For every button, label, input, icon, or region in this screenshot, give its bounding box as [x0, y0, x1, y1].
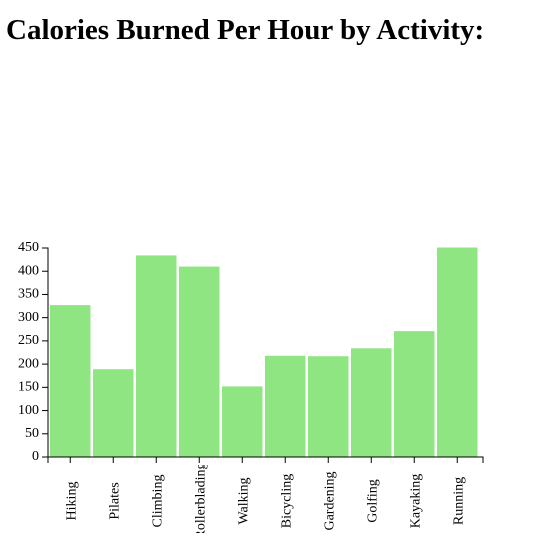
y-tick-label: 100: [18, 403, 39, 418]
x-tick-label: Running: [451, 477, 466, 525]
x-tick: Climbing: [150, 457, 165, 527]
y-tick-label: 200: [18, 356, 39, 371]
y-tick-label: 150: [18, 380, 39, 395]
chart-title: Calories Burned Per Hour by Activity:: [6, 14, 485, 46]
y-tick: 50: [25, 426, 48, 441]
y-tick: 100: [18, 403, 48, 418]
y-tick-label: 350: [18, 287, 39, 302]
x-tick: Bicycling: [279, 457, 294, 528]
x-tick-label: Gardening: [322, 471, 337, 530]
y-axis: 0 50 100 150 200 250 300 350 400 450: [18, 240, 49, 464]
y-tick: 400: [18, 263, 48, 278]
bar-bicycling: [265, 355, 306, 457]
y-tick: 200: [18, 356, 48, 371]
y-tick: 450: [18, 240, 48, 255]
y-tick-label: 450: [18, 240, 39, 255]
bar-walking: [222, 386, 263, 457]
y-tick-label: 0: [32, 449, 39, 464]
x-tick-label: Climbing: [150, 475, 165, 528]
x-tick-label: Golfing: [365, 479, 380, 523]
x-tick-label: Hiking: [64, 482, 79, 521]
x-tick: Pilates: [107, 457, 122, 520]
x-tick: Walking: [236, 457, 251, 525]
y-tick-label: 400: [18, 263, 39, 278]
x-tick: Rollerblading: [193, 457, 208, 540]
x-tick-label: Rollerblading: [193, 463, 208, 540]
y-tick: 150: [18, 380, 48, 395]
y-tick-label: 250: [18, 333, 39, 348]
x-tick-label: Walking: [236, 477, 251, 524]
bar-pilates: [93, 369, 134, 457]
y-tick-label: 50: [25, 426, 39, 441]
y-tick: 350: [18, 287, 48, 302]
x-tick: Hiking: [64, 457, 79, 520]
y-axis-line: [42, 247, 49, 458]
x-tick: Golfing: [365, 457, 380, 523]
y-tick: 250: [18, 333, 48, 348]
x-axis-line: [47, 456, 484, 463]
x-tick: Running: [451, 457, 466, 525]
x-tick-label: Pilates: [107, 482, 122, 519]
x-tick-label: Kayaking: [408, 474, 423, 528]
bar-gardening: [308, 356, 349, 457]
x-tick: Gardening: [322, 457, 337, 531]
bar-hiking: [50, 305, 91, 457]
x-tick-label: Bicycling: [279, 474, 294, 528]
y-tick-label: 300: [18, 310, 39, 325]
bar-golfing: [351, 348, 392, 457]
x-axis: Hiking Pilates Climbing Rollerblading Walkin…: [47, 456, 484, 540]
y-tick: 300: [18, 310, 48, 325]
y-tick: 0: [32, 449, 48, 464]
bar-running: [437, 247, 478, 457]
bar-climbing: [136, 255, 177, 457]
bars-group: [50, 247, 478, 457]
bar-rollerblading: [179, 266, 220, 457]
bar-kayaking: [394, 331, 435, 457]
x-tick: Kayaking: [408, 457, 423, 528]
